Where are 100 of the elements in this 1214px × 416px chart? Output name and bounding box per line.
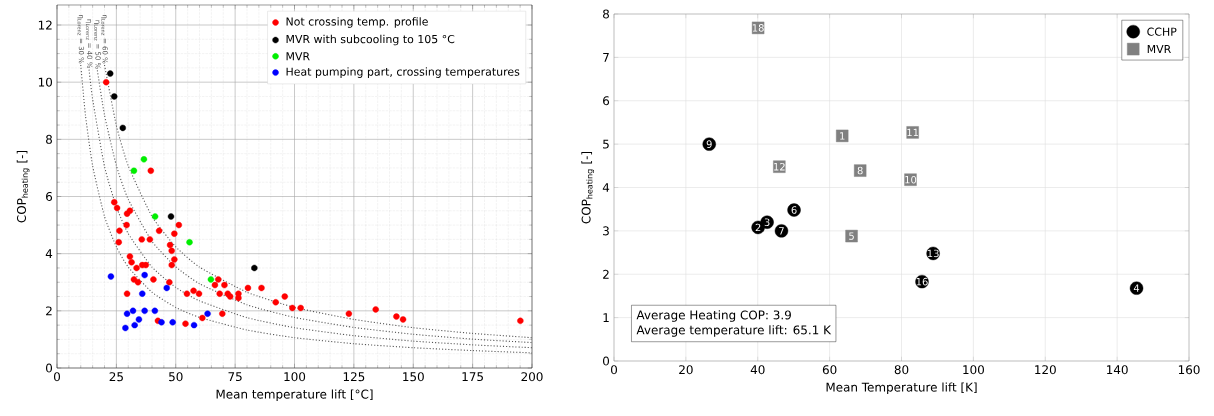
point	[107, 273, 115, 280]
legend-label: MVR	[1147, 45, 1171, 54]
y-tick-label: 12	[38, 20, 52, 30]
x-tick-label: 25	[109, 372, 123, 382]
legend-label: Heat pumping part, crossing temperatures	[286, 67, 520, 78]
point	[141, 271, 148, 279]
x-tick-label: 100	[284, 372, 306, 382]
point	[393, 313, 400, 320]
point	[128, 259, 135, 266]
legend-label: MVR	[286, 52, 310, 61]
point	[123, 310, 131, 317]
y-tick-label: 6	[46, 191, 53, 202]
x-tick-label: 50	[169, 372, 183, 382]
y-tick-label: 5	[603, 139, 609, 149]
y-tick-label: 7	[603, 53, 609, 62]
point	[141, 307, 148, 315]
point	[190, 287, 197, 295]
point	[171, 230, 178, 237]
point	[123, 290, 131, 297]
point	[135, 316, 143, 323]
legend-label: Not crossing temp. profile	[286, 17, 428, 28]
x-tick-label: 160	[1178, 365, 1200, 375]
point	[171, 256, 178, 263]
annotation: 8	[857, 166, 863, 175]
point	[517, 317, 524, 325]
legend-label: MVR with subcooling to 105 °C	[286, 34, 455, 46]
x-tick-label: 20	[679, 365, 693, 375]
y-tick-label: 6	[603, 96, 610, 106]
point	[372, 306, 379, 313]
y-tick-label: 2	[603, 269, 609, 279]
x-axis-title: Mean Temperature lift [K]	[826, 382, 977, 394]
point	[281, 293, 288, 300]
x-tick-label: 75	[228, 372, 242, 382]
annotation: 7	[779, 227, 784, 235]
point	[186, 239, 193, 246]
point	[113, 204, 121, 212]
point	[151, 213, 159, 220]
point	[126, 253, 134, 260]
point	[166, 241, 174, 249]
y-tick-label: 8	[603, 9, 609, 19]
point	[175, 221, 183, 229]
point	[166, 279, 173, 286]
point	[182, 320, 189, 327]
point	[251, 264, 258, 272]
annotation: 5	[849, 232, 854, 240]
point	[235, 294, 242, 302]
x-tick-label: 120	[1035, 365, 1056, 375]
point	[244, 284, 252, 292]
point	[190, 321, 198, 329]
annotation: Average Heating COP: 3.9	[636, 310, 791, 322]
point	[169, 319, 176, 326]
point	[147, 167, 154, 174]
point	[102, 78, 110, 86]
x-tick-label: 140	[1107, 365, 1128, 375]
annotation: 2	[755, 223, 761, 232]
point	[158, 319, 165, 326]
y-axis-title: COP$_{heating}$ [-]	[16, 150, 30, 223]
point	[122, 324, 129, 332]
x-tick-label: 200	[521, 372, 543, 382]
annotation: 18	[752, 24, 764, 32]
x-tick-label: 175	[462, 372, 483, 382]
point	[167, 213, 175, 220]
point	[272, 299, 279, 306]
point	[150, 276, 157, 283]
annotation: 11	[907, 128, 919, 137]
point	[168, 261, 175, 269]
point	[215, 276, 222, 283]
annotation: 12	[774, 162, 785, 171]
point	[140, 156, 148, 163]
point	[115, 239, 122, 246]
annotation: 16	[916, 277, 928, 286]
point	[138, 236, 145, 243]
point	[289, 304, 296, 312]
point	[131, 321, 138, 329]
point	[151, 307, 159, 315]
annotation: 13	[927, 249, 939, 258]
x-tick-label: 60	[822, 365, 837, 375]
point	[297, 304, 304, 312]
point	[111, 93, 118, 100]
x-tick-label: 100	[963, 365, 984, 375]
x-axis-title: Mean temperature lift [°C]	[216, 389, 373, 401]
point	[139, 290, 146, 297]
point	[399, 316, 407, 323]
x-tick-label: 150	[403, 372, 424, 382]
point	[221, 281, 228, 289]
annotation: 6	[791, 206, 797, 214]
x-tick-label: 0	[53, 372, 61, 382]
annotation: 3	[764, 218, 770, 226]
point	[219, 310, 226, 317]
point	[116, 227, 123, 234]
point	[119, 124, 126, 132]
point	[258, 284, 265, 292]
annotation: 9	[706, 140, 712, 148]
point	[107, 70, 114, 77]
point	[142, 261, 150, 269]
y-tick-label: 8	[46, 134, 52, 144]
y-tick-label: 3	[603, 226, 609, 236]
x-tick-label: 40	[750, 365, 765, 375]
annotation: Average temperature lift: 65.1 K	[636, 325, 832, 337]
annotation: 1	[840, 132, 845, 140]
